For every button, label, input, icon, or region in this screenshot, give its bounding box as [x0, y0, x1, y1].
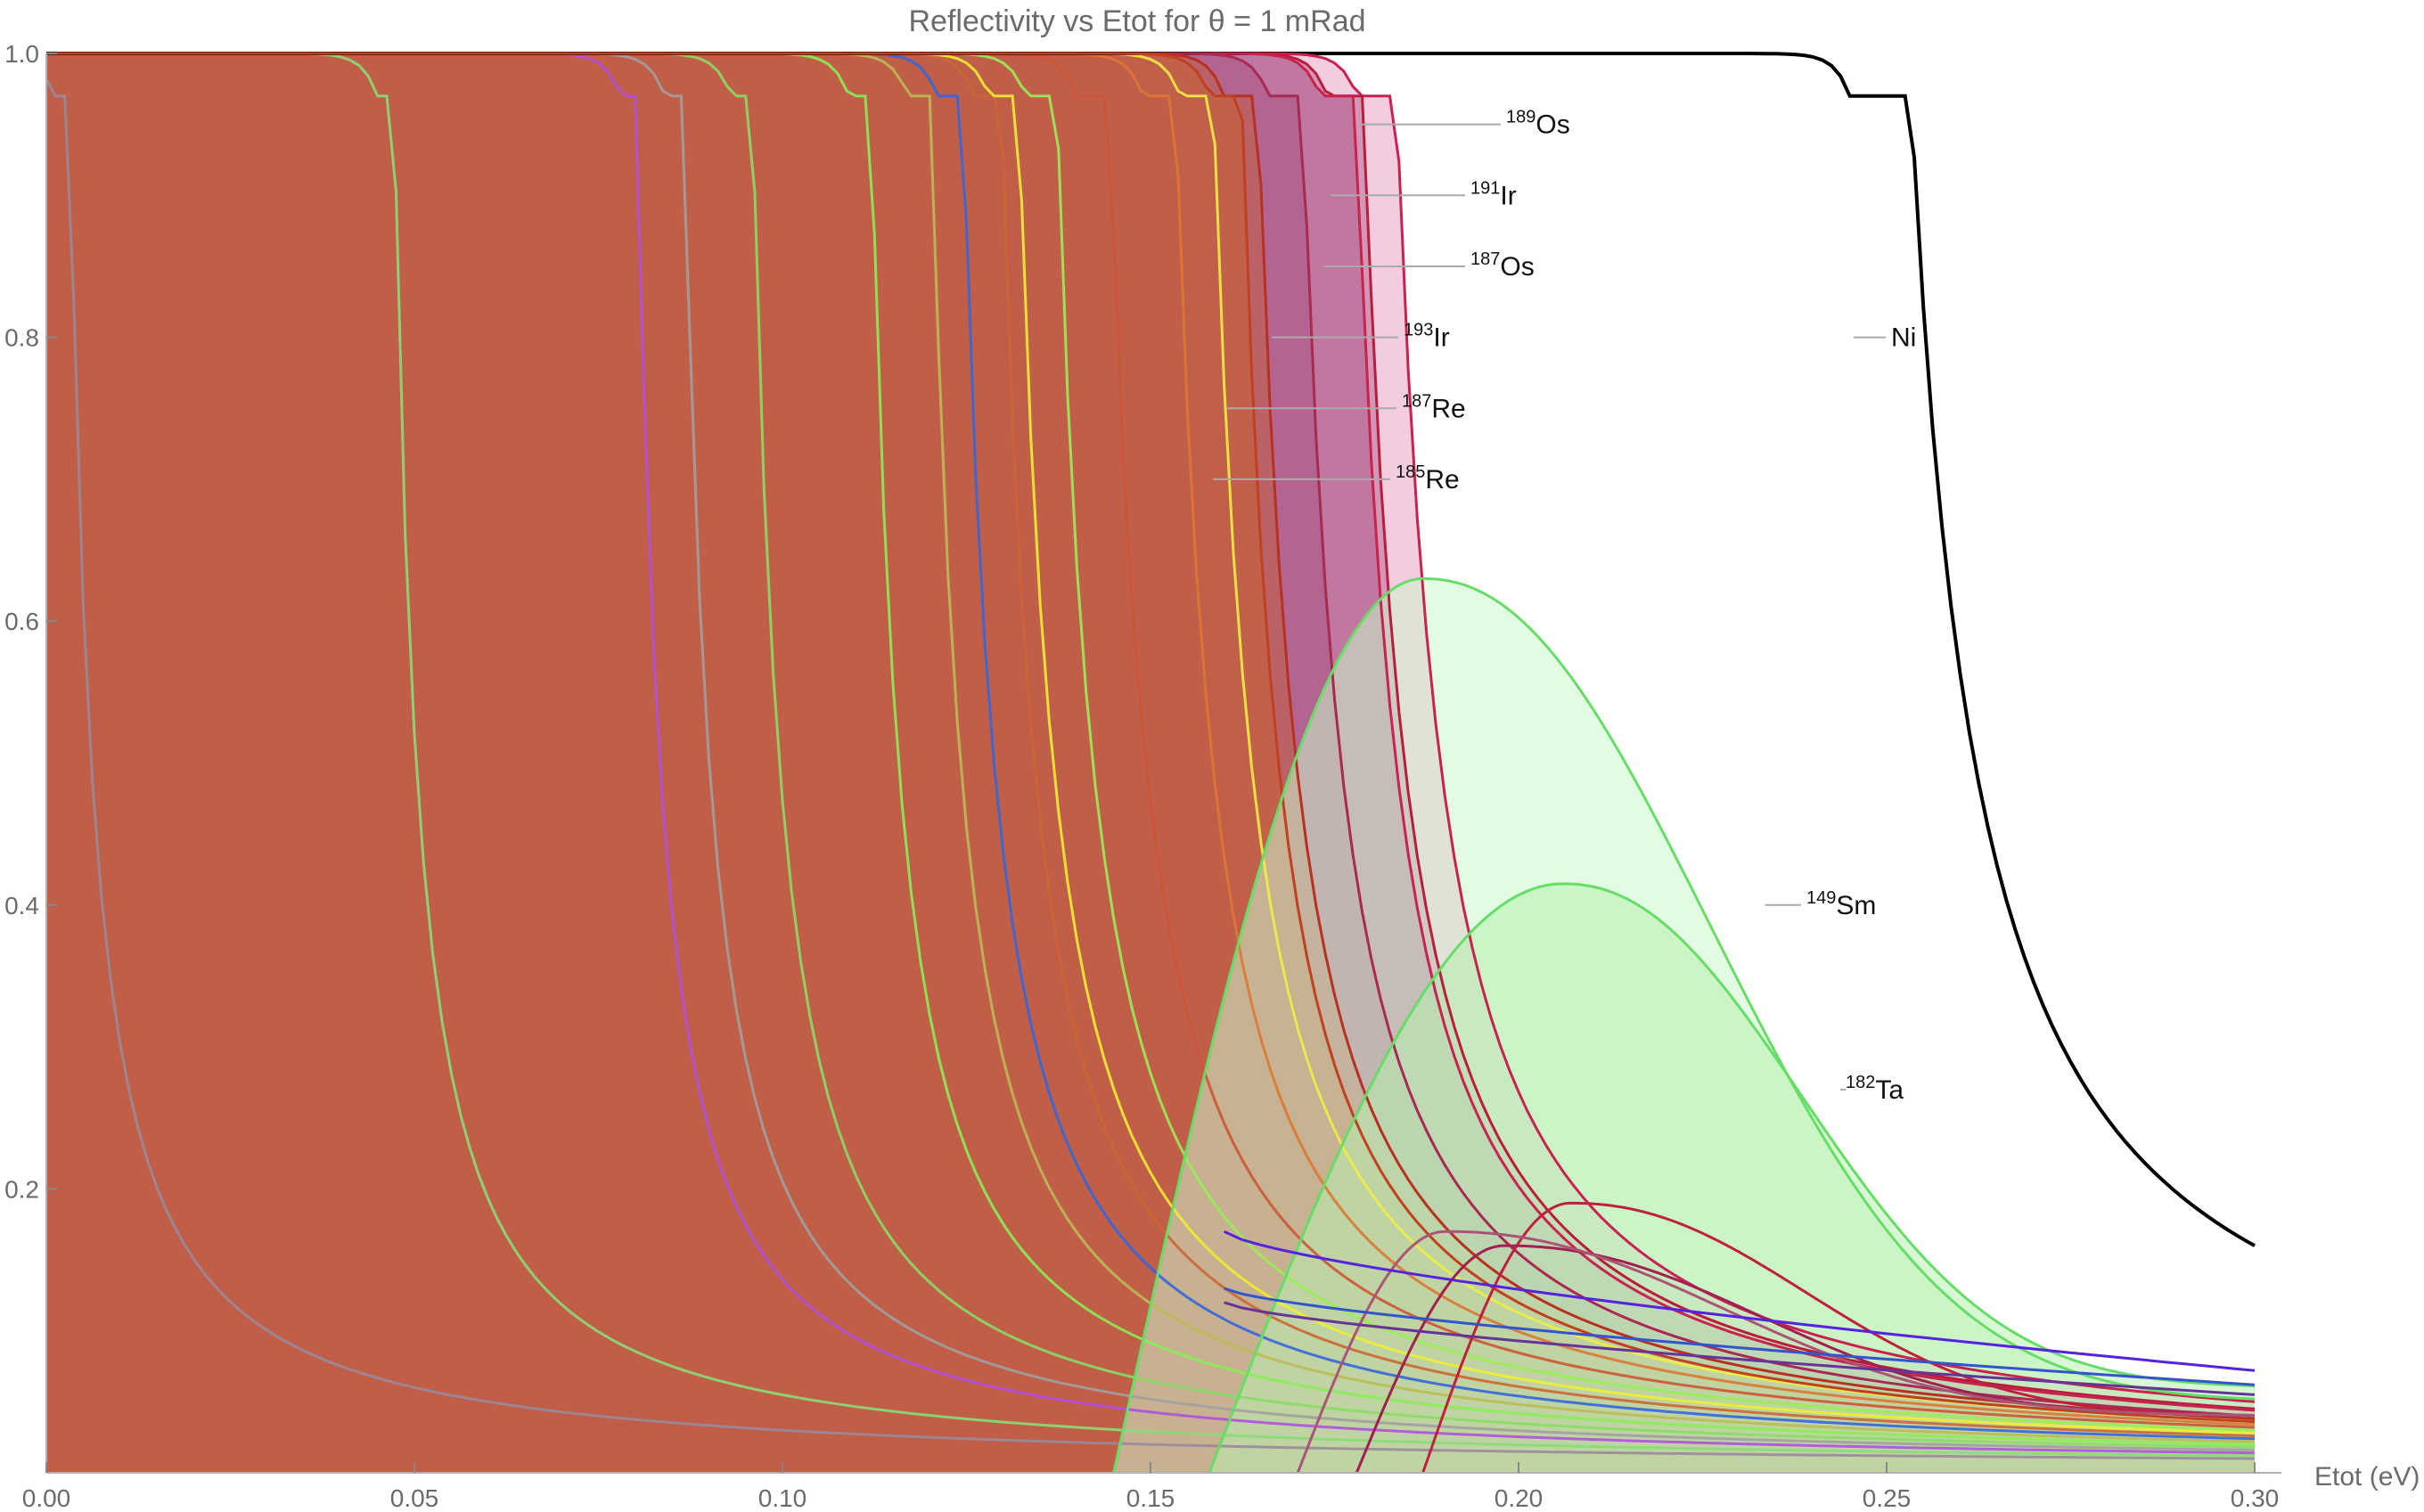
axes: [45, 53, 2281, 1474]
annotation-label: 191Ir: [1470, 178, 1517, 210]
ticks: 0.00 0.05 0.10 0.15 0.20 0.25 0.30 0.2 0.4 0.6 0.8…: [4, 40, 2279, 1512]
annotation-label: Ni: [1891, 323, 1916, 353]
x-tick-label: 0.30: [2231, 1484, 2280, 1512]
line-182Ta: [1208, 882, 2256, 1474]
annotation-label: 187Re: [1402, 391, 1466, 423]
annotation-label: 182Ta: [1846, 1073, 1904, 1105]
annotation-label: 193Ir: [1404, 321, 1450, 353]
line-149Sm: [1112, 576, 2256, 1474]
minor-line-0: [1421, 1201, 2256, 1474]
tail-line-0: [1223, 1230, 2256, 1372]
x-tick-label: 0.20: [1495, 1484, 1544, 1512]
annotation-label: 185Re: [1396, 462, 1460, 494]
annotation-label: 189Os: [1506, 108, 1570, 140]
area-185Re: [46, 53, 2255, 1473]
annotations: Ni 189Os 191Ir 187Os 193Ir 187Re 185Re 149Sm 182…: [1213, 108, 1916, 1105]
y-tick-label: 0.2: [4, 1175, 39, 1203]
background-line-1: [46, 52, 2256, 1458]
tail-line-1: [1224, 1287, 2256, 1386]
series-lines: [45, 52, 2256, 1474]
annotation-label: 149Sm: [1806, 888, 1876, 920]
y-tick-label: 1.0: [4, 40, 39, 68]
annotation-label: 187Os: [1470, 249, 1535, 282]
area-fills: [46, 53, 2255, 1473]
y-tick-label: 0.4: [4, 892, 39, 919]
x-tick-label: 0.05: [390, 1484, 439, 1512]
x-tick-label: 0.00: [22, 1484, 71, 1512]
x-tick-label: 0.15: [1126, 1484, 1175, 1512]
line-185Re: [46, 52, 2256, 1424]
x-axis-label: Etot (eV): [2314, 1462, 2420, 1492]
x-tick-label: 0.25: [1863, 1484, 1912, 1512]
chart-title: Reflectivity vs Etot for θ = 1 mRad: [908, 4, 1365, 38]
y-tick-label: 0.8: [4, 324, 39, 352]
minor-line-2: [1296, 1230, 2256, 1474]
background-line-0: [45, 78, 2256, 1460]
tail-line-2: [1224, 1301, 2256, 1396]
y-tick-label: 0.6: [4, 608, 39, 635]
area-182Ta: [1209, 883, 2255, 1473]
x-tick-label: 0.10: [758, 1484, 807, 1512]
